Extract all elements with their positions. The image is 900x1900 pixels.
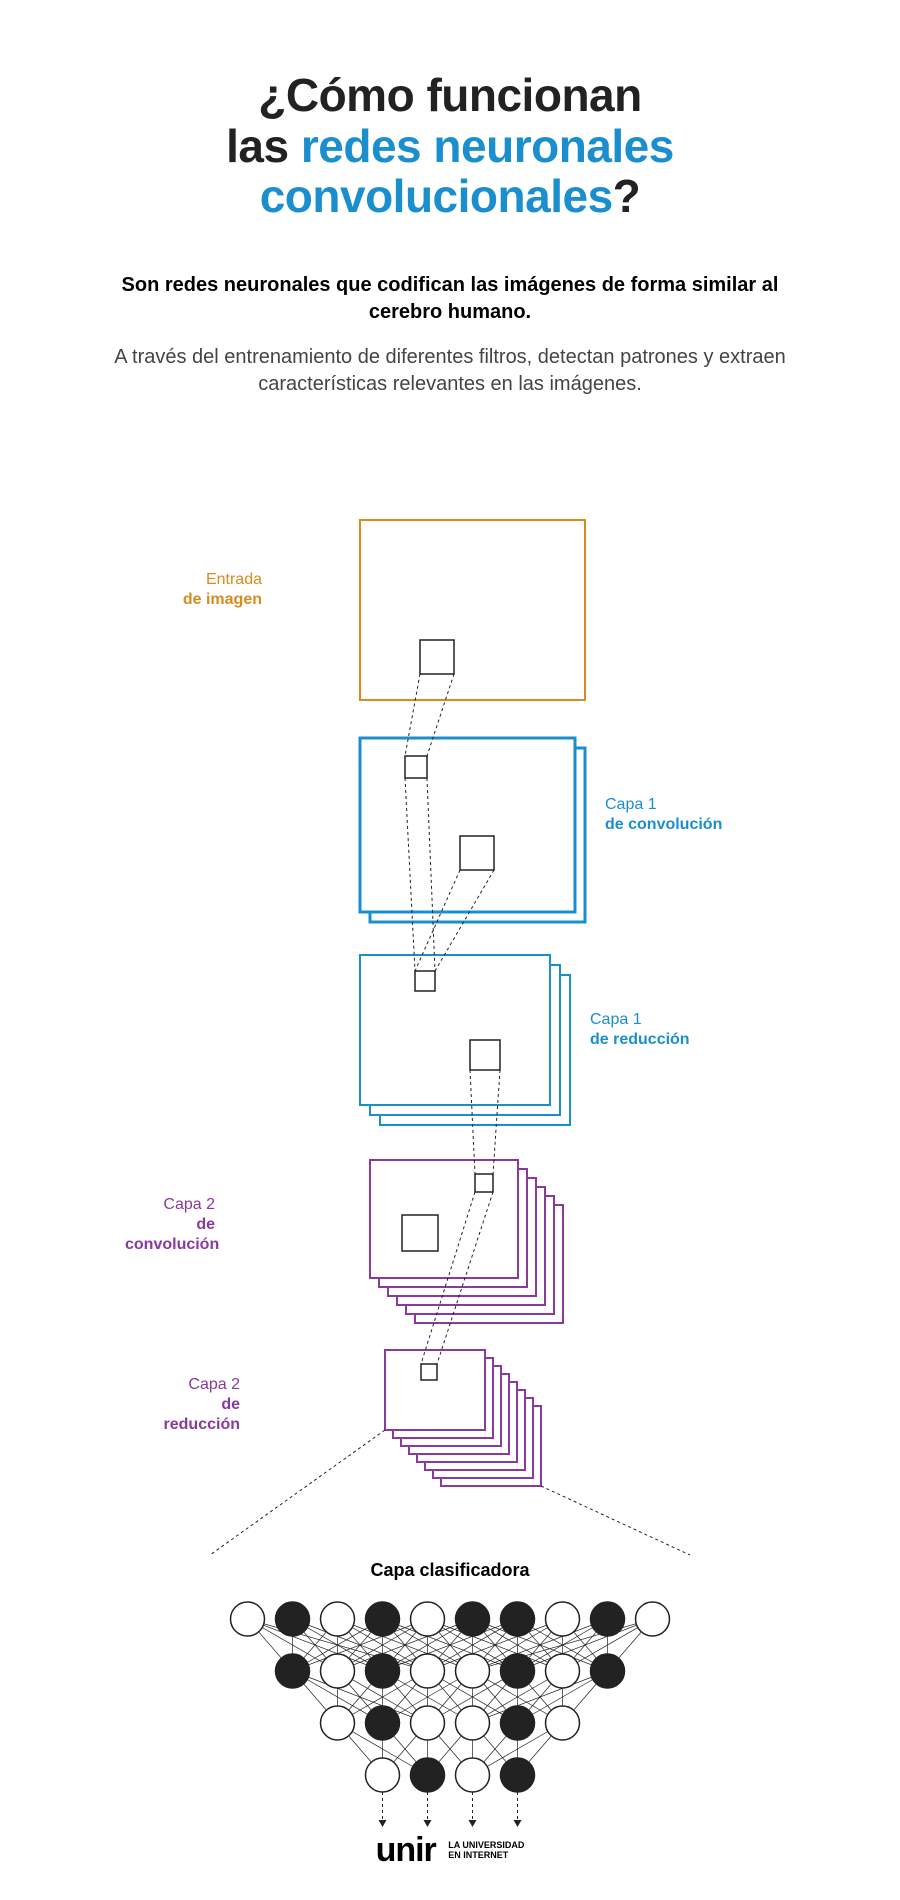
title-line-1: ¿Cómo funcionan bbox=[0, 70, 900, 121]
subtitle-normal: A través del entrenamiento de diferentes… bbox=[110, 344, 790, 398]
footer-tagline: LA UNIVERSIDAD EN INTERNET bbox=[448, 1841, 524, 1861]
title-text-2a: las bbox=[226, 120, 301, 172]
title-text-2b: redes neuronales bbox=[301, 120, 674, 172]
title-line-3: convolucionales? bbox=[0, 171, 900, 222]
subtitle: Son redes neuronales que codifican las i… bbox=[0, 272, 900, 398]
input-label: Entradade imagen bbox=[172, 570, 262, 610]
diagram-svg bbox=[0, 480, 900, 1680]
pool2-label: Capa 2de reducción bbox=[150, 1375, 240, 1435]
title-line-2: las redes neuronales bbox=[0, 121, 900, 172]
title-text-3a: convolucionales bbox=[260, 170, 613, 222]
conv2-label: Capa 2de convolución bbox=[125, 1195, 215, 1255]
title-text-1a: ¿Cómo funcionan bbox=[258, 69, 641, 121]
subtitle-bold: Son redes neuronales que codifican las i… bbox=[110, 272, 790, 326]
footer-tag-1: LA UNIVERSIDAD bbox=[448, 1840, 524, 1850]
footer-tag-2: EN INTERNET bbox=[448, 1850, 508, 1860]
conv1-label: Capa 1de convolución bbox=[605, 795, 722, 835]
footer: unir LA UNIVERSIDAD EN INTERNET bbox=[0, 1831, 900, 1870]
pool1-label: Capa 1de reducción bbox=[590, 1010, 690, 1050]
classifier-title: Capa clasificadora bbox=[0, 1560, 900, 1581]
title-text-3b: ? bbox=[613, 170, 641, 222]
title: ¿Cómo funcionan las redes neuronales con… bbox=[0, 0, 900, 222]
footer-logo: unir bbox=[376, 1831, 436, 1870]
cnn-diagram: Entradade imagen Capa 1de convolución Capa… bbox=[0, 480, 900, 1680]
